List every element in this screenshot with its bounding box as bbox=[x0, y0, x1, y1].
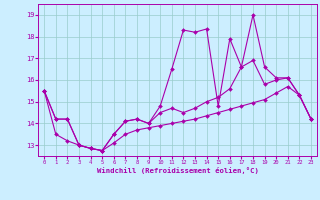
X-axis label: Windchill (Refroidissement éolien,°C): Windchill (Refroidissement éolien,°C) bbox=[97, 167, 259, 174]
